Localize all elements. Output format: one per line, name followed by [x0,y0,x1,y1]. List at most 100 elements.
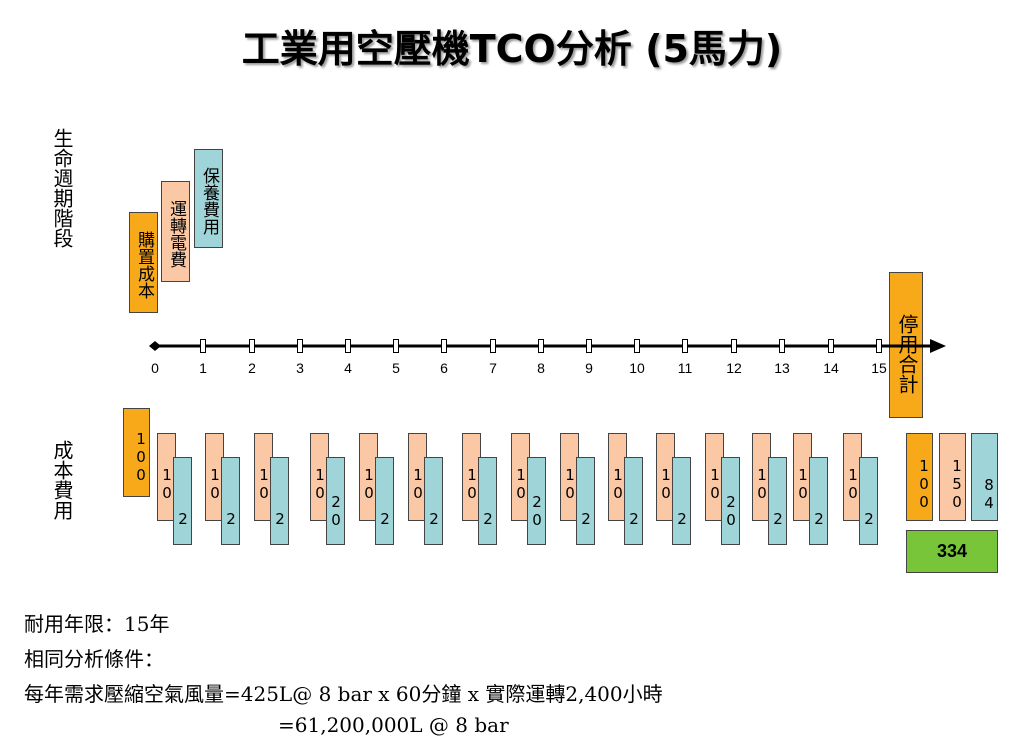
yearly-electric-box: 10 [462,433,481,521]
timeline-tick [490,339,496,353]
yearly-electric-value: 10 [794,466,812,502]
note-air-total: =61,200,000L @ 8 bar [278,713,509,737]
yearly-maintenance-value: 2 [769,510,787,528]
yearly-maintenance-value: 2 [673,510,691,528]
note-conditions: 相同分析條件： [24,647,164,671]
yearly-maintenance-value: 20 [327,493,345,529]
timeline-tick [828,339,834,353]
yearly-electric-box: 10 [254,433,273,521]
timeline-tick-label: 11 [677,360,693,376]
lifecycle-stage-label: 生命週期階段 [50,128,74,248]
timeline-tick-label: 4 [344,360,352,376]
yearly-electric-value: 10 [255,466,273,502]
yearly-maintenance-box: 2 [270,457,289,545]
yearly-electric-value: 10 [360,466,378,502]
timeline-tick-label: 1 [199,360,207,376]
timeline-tick-label: 10 [629,360,645,376]
yearly-electric-box: 10 [359,433,378,521]
total-purchase-value: 100 [915,457,933,511]
yearly-maintenance-box: 2 [809,457,828,545]
yearly-electric-value: 10 [706,466,724,502]
timeline-tick-label: 14 [823,360,839,376]
total-maintenance-value: 84 [980,476,998,512]
timeline-tick [586,339,592,353]
initial-purchase-cost-box: 100 [123,408,150,497]
total-purchase-box: 100 [906,433,933,521]
yearly-electric-box: 10 [205,433,224,521]
yearly-maintenance-value: 2 [625,510,643,528]
timeline-tick [441,339,447,353]
yearly-electric-value: 10 [844,466,862,502]
yearly-maintenance-value: 20 [528,493,546,529]
timeline-tick [345,339,351,353]
yearly-maintenance-box: 2 [424,457,443,545]
yearly-maintenance-box: 2 [624,457,643,545]
yearly-electric-box: 10 [157,433,176,521]
timeline-tick [876,339,882,353]
initial-purchase-cost-value: 100 [132,429,150,484]
stage-operation-box: 運轉電費 [161,181,190,282]
yearly-maintenance-box: 20 [721,457,740,545]
timeline-tick [731,339,737,353]
yearly-maintenance-value: 2 [271,510,289,528]
yearly-maintenance-box: 20 [527,457,546,545]
yearly-electric-value: 10 [609,466,627,502]
timeline-tick-label: 0 [151,360,159,376]
timeline-tick [634,339,640,353]
timeline-tick [538,339,544,353]
yearly-electric-value: 10 [561,466,579,502]
yearly-maintenance-box: 2 [375,457,394,545]
timeline-tick-label: 12 [726,360,742,376]
yearly-electric-value: 10 [409,466,427,502]
timeline-tick-label: 13 [774,360,790,376]
yearly-electric-value: 10 [753,466,771,502]
total-maintenance-box: 84 [971,433,998,521]
note-air-demand: 每年需求壓縮空氣風量=425L@ 8 bar x 60分鐘 x 實際運轉2,40… [24,682,663,706]
yearly-electric-value: 10 [463,466,481,502]
yearly-maintenance-value: 2 [222,510,240,528]
timeline-tick [249,339,255,353]
stage-purchase-label: 購置成本 [134,231,154,299]
note-lifespan: 耐用年限：15年 [24,612,170,636]
yearly-electric-box: 10 [656,433,675,521]
total-electric-box: 150 [939,433,966,521]
yearly-maintenance-box: 2 [576,457,595,545]
yearly-maintenance-box: 2 [672,457,691,545]
yearly-maintenance-value: 2 [577,510,595,528]
yearly-maintenance-value: 2 [810,510,828,528]
timeline-tick-label: 7 [489,360,497,376]
yearly-maintenance-box: 2 [859,457,878,545]
timeline-tick-label: 9 [585,360,593,376]
yearly-electric-value: 10 [311,466,329,502]
timeline-tick [393,339,399,353]
yearly-electric-box: 10 [608,433,627,521]
grand-total-value: 334 [936,541,968,561]
stage-operation-label: 運轉電費 [166,200,186,268]
yearly-maintenance-value: 20 [722,493,740,529]
page-title: 工業用空壓機TCO分析 (5馬力) [241,27,783,71]
stage-maintenance-label: 保養費用 [199,167,219,235]
timeline-axis [149,339,946,353]
yearly-electric-box: 10 [408,433,427,521]
timeline-tick [297,339,303,353]
yearly-electric-value: 10 [512,466,530,502]
timeline-tick [779,339,785,353]
grand-total-box: 334 [906,530,998,573]
yearly-electric-value: 10 [206,466,224,502]
yearly-maintenance-value: 2 [425,510,443,528]
stage-maintenance-box: 保養費用 [194,149,223,248]
yearly-maintenance-box: 2 [221,457,240,545]
yearly-maintenance-box: 2 [173,457,192,545]
timeline-tick [682,339,688,353]
stage-purchase-box: 購置成本 [129,212,158,313]
total-electric-value: 150 [948,457,966,511]
yearly-maintenance-value: 2 [860,510,878,528]
timeline-tick-label: 8 [537,360,545,376]
stage-end-total-label: 停用合計 [895,314,919,394]
yearly-maintenance-box: 20 [326,457,345,545]
timeline-tick-label: 15 [871,360,887,376]
yearly-electric-box: 10 [843,433,862,521]
timeline-tick-label: 3 [296,360,304,376]
timeline-tick-label: 2 [248,360,256,376]
yearly-maintenance-box: 2 [478,457,497,545]
